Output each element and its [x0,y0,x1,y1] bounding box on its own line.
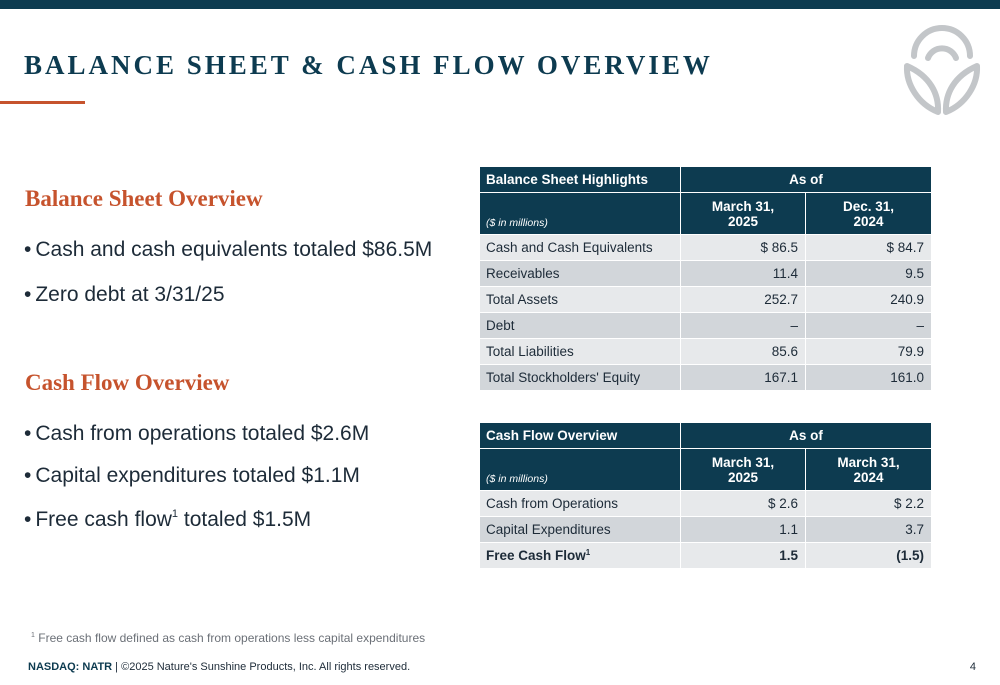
cash-flow-overview-table: Cash Flow Overview As of ($ in millions)… [479,422,932,569]
footnote-text: Free cash flow defined as cash from oper… [38,631,426,645]
bullet-text: Capital expenditures totaled $1.1M [35,464,360,487]
bullet-free-cash-flow: • Free cash flow1 totaled $1.5M [24,508,311,532]
page-title: BALANCE SHEET & CASH FLOW OVERVIEW [24,50,713,80]
cash-flow-overview-heading: Cash Flow Overview [25,370,230,395]
bullet-dot: • [24,238,32,261]
top-accent-bar [0,0,1000,9]
table-row: Cash and Cash Equivalents $ 86.5 $ 84.7 [479,234,932,261]
value-current: 252.7 [680,286,806,313]
footnote: 1 Free cash flow defined as cash from op… [31,631,425,645]
value-prior: 79.9 [805,338,932,365]
column-header-prior: Dec. 31, 2024 [805,192,932,235]
row-label: Total Assets [479,286,681,313]
table-total-row: Free Cash Flow1 1.5 (1.5) [479,542,932,569]
title-underline [0,101,85,104]
footnote-marker: 1 [585,548,591,557]
units-label: ($ in millions) [479,448,681,491]
value-current: $ 2.6 [680,490,806,517]
footer-separator: | [112,661,122,673]
nature-leaf-logo-icon [903,25,981,115]
value-current: 11.4 [680,260,806,287]
table-row: Receivables 11.4 9.5 [479,260,932,287]
row-label: Debt [479,312,681,339]
bullet-text: Free cash flow [35,508,172,531]
value-prior: $ 84.7 [805,234,932,261]
value-current: $ 86.5 [680,234,806,261]
bullet-text: totaled $1.5M [178,508,312,531]
row-label: Free Cash Flow1 [479,542,681,569]
bullet-cash-from-operations: • Cash from operations totaled $2.6M [24,422,369,446]
value-current: 85.6 [680,338,806,365]
footer-copyright: ©2025 Nature's Sunshine Products, Inc. A… [121,661,411,673]
footnote-marker: 1 [171,508,179,520]
row-label: Total Stockholders' Equity [479,364,681,391]
column-header-current: March 31, 2025 [680,192,806,235]
value-prior: $ 2.2 [805,490,932,517]
table-row: Total Liabilities 85.6 79.9 [479,338,932,365]
units-label: ($ in millions) [479,192,681,235]
page-number: 4 [969,661,976,673]
table-row: Total Stockholders' Equity 167.1 161.0 [479,364,932,391]
value-prior: 9.5 [805,260,932,287]
bullet-zero-debt: • Zero debt at 3/31/25 [24,283,225,307]
bullet-dot: • [24,508,32,531]
as-of-header: As of [680,166,932,193]
value-current: – [680,312,806,339]
value-prior: 240.9 [805,286,932,313]
table-row: Total Assets 252.7 240.9 [479,286,932,313]
value-current: 1.1 [680,516,806,543]
bullet-capital-expenditures: • Capital expenditures totaled $1.1M [24,464,360,488]
bullet-text: Zero debt at 3/31/25 [35,283,225,306]
value-current: 167.1 [680,364,806,391]
row-label: Total Liabilities [479,338,681,365]
table-row: Capital Expenditures 1.1 3.7 [479,516,932,543]
balance-sheet-highlights-table: Balance Sheet Highlights As of ($ in mil… [479,166,932,391]
value-prior: 3.7 [805,516,932,543]
column-header-prior: March 31, 2024 [805,448,932,491]
as-of-header: As of [680,422,932,449]
row-label: Cash and Cash Equivalents [479,234,681,261]
value-prior: 161.0 [805,364,932,391]
footnote-marker: 1 [31,632,35,639]
table-row: Cash from Operations $ 2.6 $ 2.2 [479,490,932,517]
footer: NASDAQ: NATR | ©2025 Nature's Sunshine P… [28,661,410,673]
bullet-dot: • [24,283,32,306]
row-label: Cash from Operations [479,490,681,517]
bullet-text: Cash from operations totaled $2.6M [35,422,370,445]
row-label: Capital Expenditures [479,516,681,543]
row-label: Receivables [479,260,681,287]
value-prior: – [805,312,932,339]
table-row: Debt – – [479,312,932,339]
bullet-text: Cash and cash equivalents totaled $86.5M [35,238,433,261]
value-prior: (1.5) [805,542,932,569]
table-title: Balance Sheet Highlights [479,166,681,193]
footer-ticker: NASDAQ: NATR [28,661,113,673]
value-current: 1.5 [680,542,806,569]
balance-sheet-overview-heading: Balance Sheet Overview [25,186,263,211]
column-header-current: March 31, 2025 [680,448,806,491]
table-title: Cash Flow Overview [479,422,681,449]
bullet-cash-equivalents: • Cash and cash equivalents totaled $86.5… [24,238,432,262]
bullet-dot: • [24,464,32,487]
bullet-dot: • [24,422,32,445]
